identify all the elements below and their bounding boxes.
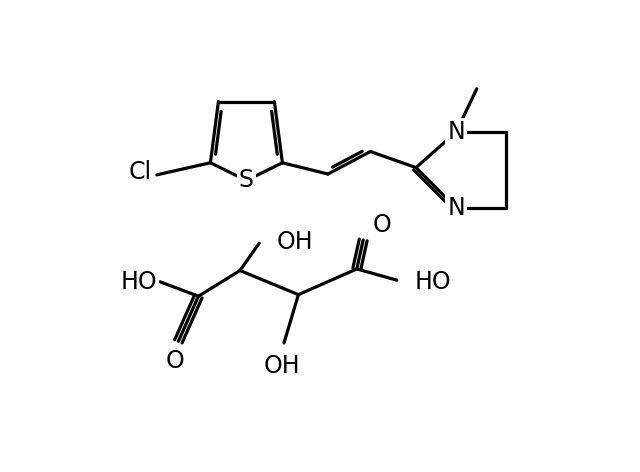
Text: OH: OH (277, 230, 314, 254)
Text: O: O (166, 348, 184, 372)
Text: N: N (447, 120, 465, 144)
Text: O: O (372, 213, 392, 237)
Text: OH: OH (264, 354, 301, 378)
Text: HO: HO (120, 270, 157, 294)
Text: N: N (447, 196, 465, 220)
Text: Cl: Cl (129, 160, 152, 185)
Text: S: S (239, 169, 254, 193)
Text: HO: HO (415, 270, 451, 294)
